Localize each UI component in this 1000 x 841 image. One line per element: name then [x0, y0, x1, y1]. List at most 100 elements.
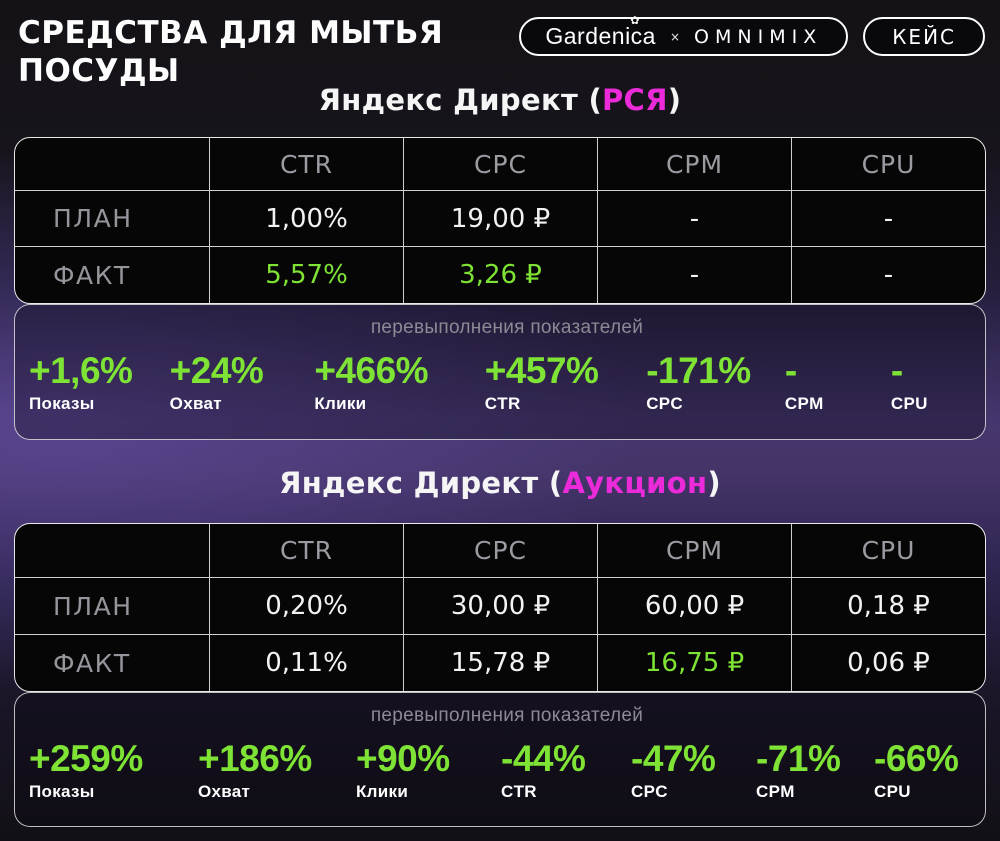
row-label-fact: ФАКТ [15, 246, 209, 303]
table-cell-fact-cpm: 16,75 ₽ [597, 634, 791, 691]
metrics-row: +259% Показы +186% Охват +90% Клики -44%… [29, 738, 985, 802]
table-cell-fact-cpu: 0,06 ₽ [791, 634, 985, 691]
metric-value: - [784, 350, 797, 391]
column-header-cpu: CPU [791, 138, 985, 190]
metric-label: Клики [314, 393, 367, 413]
case-badge-label: КЕЙС [892, 24, 956, 49]
metric-kliki: +466% Клики [314, 350, 484, 414]
gardenica-logo-text: Gardenica [545, 23, 656, 49]
row-label-plan: ПЛАН [15, 577, 209, 634]
table-cell-fact-cpu: - [791, 246, 985, 303]
metric-label: CPM [784, 393, 824, 413]
metric-cpc: -171% CPC [646, 350, 785, 414]
metric-label: Охват [198, 781, 251, 801]
metric-value: -44% [501, 738, 586, 779]
metric-label: CPC [646, 393, 683, 413]
gardenica-logo: Gardenica ✿ [545, 15, 656, 50]
metric-ohvat: +186% Охват [198, 738, 356, 802]
metric-label: CTR [501, 781, 537, 801]
metric-ohvat: +24% Охват [169, 350, 315, 414]
table-cell-plan-cpc: 30,00 ₽ [403, 577, 597, 634]
column-header-cpc: CPC [403, 138, 597, 190]
metric-cpc: -47% CPC [631, 738, 756, 802]
row-label-plan: ПЛАН [15, 190, 209, 246]
column-header-cpm: CPM [597, 138, 791, 190]
metric-value: -71% [756, 738, 841, 779]
table-cell-plan-ctr: 0,20% [209, 577, 403, 634]
section-title-suffix: ) [667, 83, 682, 117]
metric-label: Показы [29, 393, 95, 413]
table-corner-cell [15, 138, 209, 190]
table-cell-plan-cpu: - [791, 190, 985, 246]
table-cell-fact-ctr: 5,57% [209, 246, 403, 303]
table-cell-plan-ctr: 1,00% [209, 190, 403, 246]
column-header-ctr: CTR [209, 524, 403, 577]
metric-value: +90% [356, 738, 450, 779]
table-cell-fact-ctr: 0,11% [209, 634, 403, 691]
section-title-prefix: Яндекс Директ ( [318, 83, 602, 117]
overachievement-panel-auction: перевыполнения показателей +259% Показы … [14, 692, 986, 827]
metric-label: Охват [169, 393, 222, 413]
metric-cpu: -66% CPU [874, 738, 969, 802]
panel-caption: перевыполнения показателей [370, 317, 644, 338]
section-title-accent: РСЯ [602, 83, 668, 117]
column-header-cpm: CPM [597, 524, 791, 577]
metric-label: Показы [29, 781, 95, 801]
column-header-cpu: CPU [791, 524, 985, 577]
metrics-table-rsya: CTR CPC CPM CPU ПЛАН 1,00% 19,00 ₽ - - Ф… [14, 137, 986, 304]
case-badge[interactable]: КЕЙС [863, 17, 985, 56]
section-title-prefix: Яндекс Директ ( [279, 466, 563, 500]
table-cell-fact-cpm: - [597, 246, 791, 303]
metric-value: +1,6% [29, 350, 133, 391]
panel-caption: перевыполнения показателей [370, 705, 644, 726]
metric-value: +259% [29, 738, 143, 779]
table-cell-plan-cpc: 19,00 ₽ [403, 190, 597, 246]
table-corner-cell [15, 524, 209, 577]
metric-value: -66% [874, 738, 959, 779]
row-label-fact: ФАКТ [15, 634, 209, 691]
brand-badge: Gardenica ✿ × OMNIMIX [519, 15, 849, 56]
metric-value: +466% [314, 350, 429, 391]
metric-cpm: -71% CPM [756, 738, 874, 802]
metric-pokazy: +1,6% Показы [29, 350, 170, 414]
metric-value: +186% [198, 738, 312, 779]
metric-kliki: +90% Клики [356, 738, 501, 802]
metric-cpm: - CPM [784, 350, 891, 414]
table-cell-fact-cpc: 15,78 ₽ [403, 634, 597, 691]
metric-label: CPC [631, 781, 668, 801]
section-title-accent: Аукцион [562, 466, 708, 500]
header-badges: Gardenica ✿ × OMNIMIX КЕЙС [519, 15, 985, 56]
metric-pokazy: +259% Показы [29, 738, 198, 802]
column-header-cpc: CPC [403, 524, 597, 577]
table-cell-plan-cpu: 0,18 ₽ [791, 577, 985, 634]
metric-value: -47% [631, 738, 716, 779]
metric-label: CPU [890, 393, 928, 413]
metric-label: CPM [756, 781, 795, 801]
flower-icon: ✿ [630, 15, 640, 27]
metric-value: - [890, 350, 903, 391]
table-cell-fact-cpc: 3,26 ₽ [403, 246, 597, 303]
header: СРЕДСТВА ДЛЯ МЫТЬЯ ПОСУДЫ Gardenica ✿ × … [18, 14, 985, 91]
metric-cpu: - CPU [890, 350, 985, 414]
metrics-table-auction: CTR CPC CPM CPU ПЛАН 0,20% 30,00 ₽ 60,00… [14, 523, 986, 692]
metric-value: +24% [169, 350, 264, 391]
metric-label: Клики [356, 781, 409, 801]
multiply-separator-icon: × [669, 29, 681, 44]
metric-label: CTR [484, 393, 521, 413]
column-header-ctr: CTR [209, 138, 403, 190]
metric-value: +457% [484, 350, 599, 391]
omnimix-logo: OMNIMIX [694, 25, 823, 48]
section-title-rsya: Яндекс Директ (РСЯ) [0, 83, 1000, 117]
overachievement-panel-rsya: перевыполнения показателей +1,6% Показы … [14, 304, 986, 440]
table-cell-plan-cpm: 60,00 ₽ [597, 577, 791, 634]
section-title-auction: Яндекс Директ (Аукцион) [0, 466, 1000, 500]
metric-label: CPU [874, 781, 911, 801]
metrics-row: +1,6% Показы +24% Охват +466% Клики +457… [29, 350, 985, 414]
metric-ctr: +457% CTR [484, 350, 646, 414]
metric-value: -171% [646, 350, 751, 391]
metric-ctr: -44% CTR [501, 738, 631, 802]
table-cell-plan-cpm: - [597, 190, 791, 246]
section-title-suffix: ) [707, 466, 721, 500]
page-title: СРЕДСТВА ДЛЯ МЫТЬЯ ПОСУДЫ [18, 15, 444, 90]
